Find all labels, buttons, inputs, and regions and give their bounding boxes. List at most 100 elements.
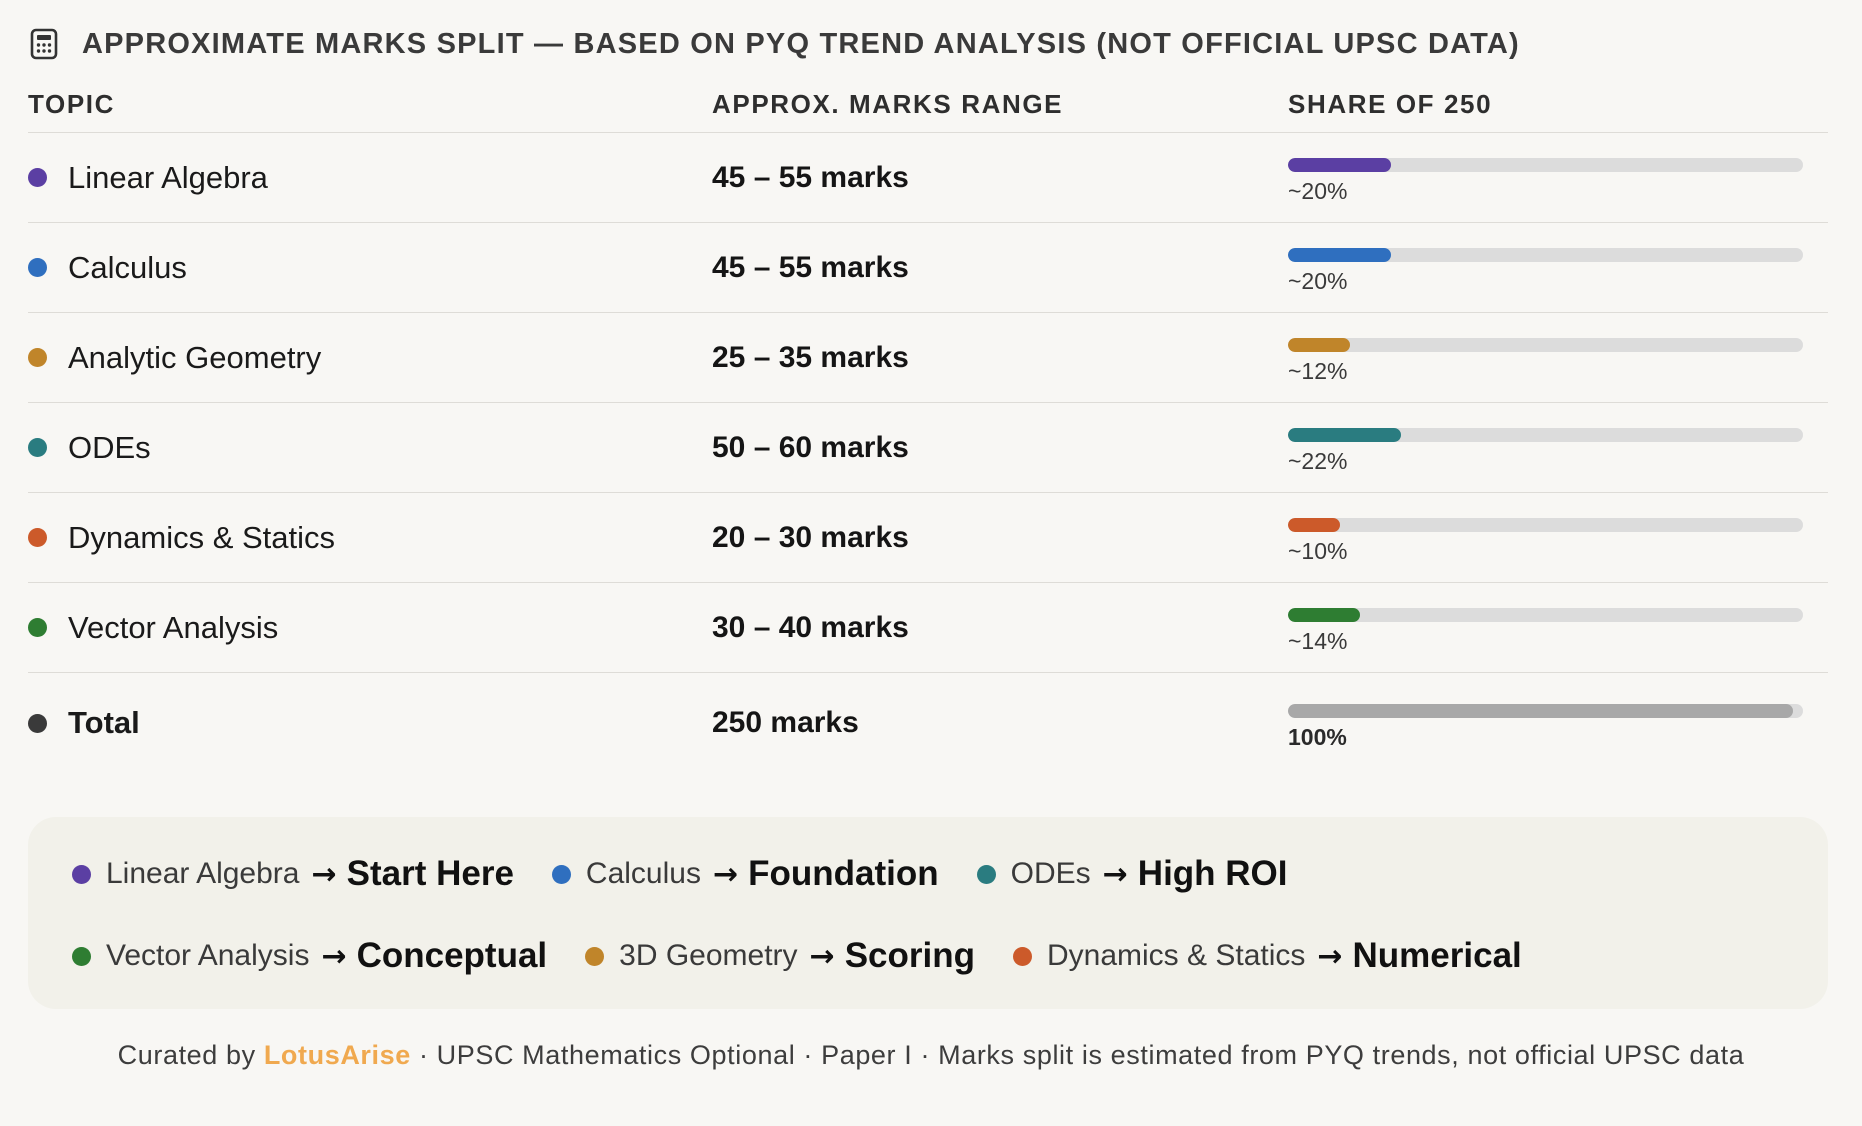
legend-tag: Scoring (844, 936, 975, 975)
table-row: Analytic Geometry 25 – 35 marks ~12% (28, 312, 1828, 403)
share-bar-wrap: ~10% (1288, 510, 1828, 565)
topic-wrap: Vector Analysis (28, 610, 712, 646)
topic-wrap: Dynamics & Statics (28, 520, 712, 556)
brand-name: LotusArise (263, 1040, 411, 1070)
arrow-right-icon: → (321, 938, 347, 974)
topic-wrap: Total (28, 705, 712, 741)
share-percent: ~22% (1288, 448, 1348, 474)
share-bar-fill (1288, 518, 1340, 532)
topic-name: Vector Analysis (68, 609, 279, 645)
footer-suffix: · UPSC Mathematics Optional · Paper I · … (410, 1040, 1745, 1070)
share-bar-track (1288, 608, 1803, 622)
legend-dot (976, 864, 996, 884)
topic-dot (28, 438, 47, 457)
share-percent: 100% (1288, 723, 1347, 750)
marks-split-card: APPROXIMATE MARKS SPLIT — BASED ON PYQ T… (28, 22, 1828, 1009)
share-bar-fill (1288, 158, 1391, 172)
topic-wrap: ODEs (28, 430, 712, 466)
legend-dot (585, 946, 605, 966)
legend-dot (551, 864, 571, 884)
arrow-right-icon: → (809, 938, 835, 974)
legend-dot (72, 946, 91, 966)
legend-item: Linear Algebra → Start Here (72, 854, 514, 894)
legend-item: Vector Analysis → Conceptual (72, 936, 547, 976)
table-row: Vector Analysis 30 – 40 marks ~14% (28, 582, 1828, 673)
marks-range: 250 marks (712, 706, 859, 739)
marks-range: 45 – 55 marks (712, 250, 909, 284)
share-bar-wrap: ~20% (1288, 150, 1828, 205)
table-row: Dynamics & Statics 20 – 30 marks ~10% (28, 492, 1828, 583)
arrow-right-icon: → (712, 856, 739, 892)
topic-wrap: Calculus (28, 250, 712, 286)
share-bar-fill (1288, 338, 1350, 352)
range-cell: 30 – 40 marks (712, 582, 1288, 673)
marks-range: 25 – 35 marks (712, 340, 909, 374)
arrow-right-icon: → (1102, 856, 1128, 892)
topic-name: Linear Algebra (68, 159, 268, 195)
legend-topic: Linear Algebra (106, 857, 300, 890)
share-bar-track (1288, 428, 1803, 442)
table-row: ODEs 50 – 60 marks ~22% (28, 402, 1828, 493)
share-bar-track (1288, 338, 1803, 352)
legend-line: Vector Analysis → Conceptual 3D Geometry → Sc… (72, 931, 1828, 981)
legend-topic: Calculus (585, 857, 701, 890)
calculator-icon (30, 28, 58, 60)
legend-item: 3D Geometry → Scoring (585, 936, 975, 976)
share-percent: ~20% (1288, 178, 1348, 204)
topic-name: ODEs (68, 429, 151, 465)
share-bar-fill (1288, 428, 1402, 442)
range-cell: 25 – 35 marks (712, 312, 1288, 403)
topic-cell: Vector Analysis (28, 582, 712, 673)
topic-wrap: Linear Algebra (28, 160, 712, 196)
topic-dot (28, 168, 47, 187)
column-header-share: SHARE OF 250 (1288, 76, 1828, 133)
legend-topic: Vector Analysis (106, 939, 310, 972)
share-bar-wrap: ~12% (1288, 330, 1828, 385)
topic-name: Total (68, 705, 140, 740)
table-header-row: TOPIC APPROX. MARKS RANGE SHARE OF 250 (28, 76, 1828, 133)
legend-tag: Conceptual (356, 936, 548, 975)
range-cell: 20 – 30 marks (712, 492, 1288, 583)
legend-tag: High ROI (1137, 854, 1288, 893)
marks-range: 20 – 30 marks (712, 520, 909, 554)
topic-cell: Calculus (28, 222, 712, 313)
marks-range: 45 – 55 marks (712, 160, 909, 194)
legend-line: Linear Algebra → Start Here Calculus → Founda… (72, 849, 1828, 899)
share-bar-track (1288, 518, 1803, 532)
column-header-topic: TOPIC (28, 76, 712, 133)
share-cell: ~20% (1288, 132, 1828, 223)
share-cell: ~22% (1288, 402, 1828, 493)
share-bar-fill (1288, 248, 1391, 262)
share-cell: ~12% (1288, 312, 1828, 403)
range-cell: 45 – 55 marks (712, 222, 1288, 313)
footer: Curated by LotusArise · UPSC Mathematics… (0, 1040, 1862, 1071)
legend-tag: Foundation (748, 854, 939, 893)
share-cell: ~20% (1288, 222, 1828, 313)
column-header-range: APPROX. MARKS RANGE (712, 76, 1288, 133)
topic-dot (28, 348, 47, 367)
share-percent: ~12% (1288, 358, 1348, 384)
range-cell: 50 – 60 marks (712, 402, 1288, 493)
table-row: Linear Algebra 45 – 55 marks ~20% (28, 132, 1828, 223)
share-bar-track (1288, 158, 1803, 172)
share-cell: ~14% (1288, 582, 1828, 673)
topic-wrap: Analytic Geometry (28, 340, 712, 376)
legend-tag: Numerical (1352, 936, 1522, 975)
legend-dot (72, 864, 91, 884)
legend-topic: 3D Geometry (619, 939, 798, 972)
topic-cell: Analytic Geometry (28, 312, 712, 403)
footer-prefix: Curated by (117, 1040, 264, 1070)
share-percent: ~10% (1288, 538, 1348, 564)
share-percent: ~20% (1288, 268, 1348, 294)
share-bar-fill (1288, 703, 1793, 718)
topic-dot (28, 713, 47, 733)
share-bar-track (1288, 703, 1803, 718)
arrow-right-icon: → (1317, 938, 1343, 974)
legend-item: Dynamics & Statics → Numerical (1012, 936, 1522, 976)
share-percent: ~14% (1288, 628, 1348, 654)
marks-table: TOPIC APPROX. MARKS RANGE SHARE OF 250 L… (28, 76, 1828, 773)
marks-range: 30 – 40 marks (712, 610, 909, 644)
topic-cell: Dynamics & Statics (28, 492, 712, 583)
topic-cell: ODEs (28, 402, 712, 493)
page-title: APPROXIMATE MARKS SPLIT — BASED ON PYQ T… (82, 27, 1520, 60)
